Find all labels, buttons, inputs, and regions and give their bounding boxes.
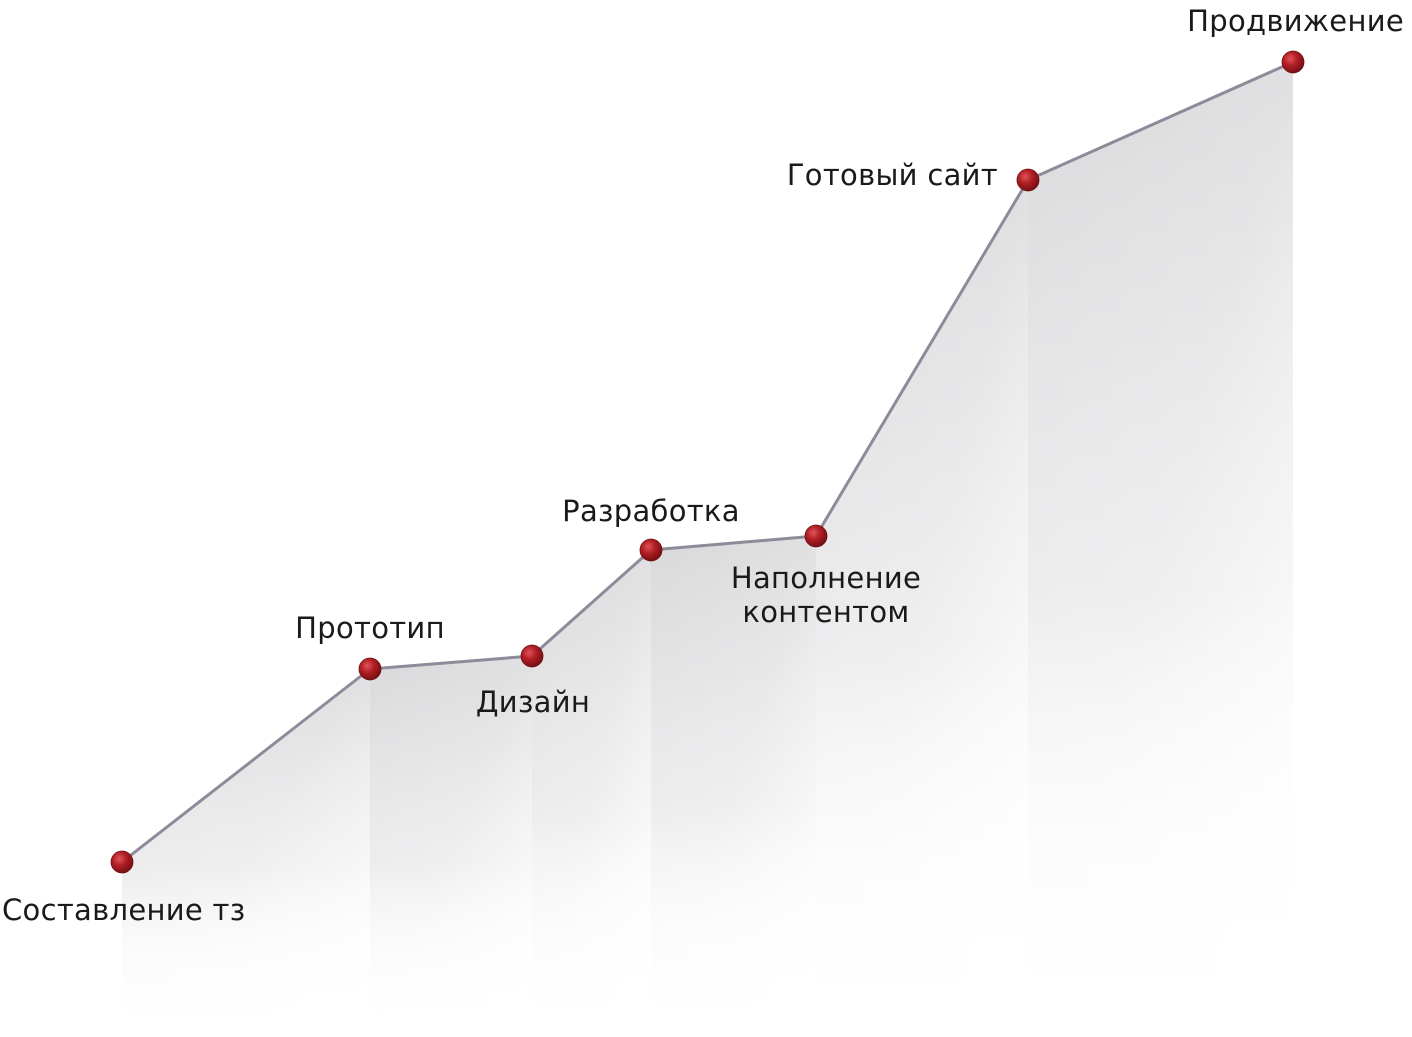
stage-dot-design: [520, 644, 544, 668]
column-panel-fade: [370, 656, 532, 1033]
column-panel-fade: [122, 669, 370, 1033]
stage-label-prototype: Прототип: [295, 611, 445, 645]
stage-dot-content: [804, 524, 828, 548]
stage-label-spec: Составление тз: [2, 893, 246, 927]
stage-label-design: Дизайн: [475, 685, 591, 719]
stage-dots: [110, 50, 1305, 874]
stage-label-site: Готовый сайт: [786, 158, 998, 192]
column-panel-fade: [1028, 62, 1293, 1033]
stage-dot-promotion: [1281, 50, 1305, 74]
stage-dot-prototype: [358, 657, 382, 681]
column-panel-fade: [532, 550, 651, 1033]
column-panel-fade: [651, 536, 816, 1033]
column-panels: [122, 62, 1293, 1033]
stage-label-promotion: Продвижение: [1187, 4, 1404, 38]
stage-dot-development: [639, 538, 663, 562]
column-panel-fade: [816, 180, 1028, 1033]
stage-dot-spec: [110, 850, 134, 874]
stage-label-content: Наполнение контентом: [730, 561, 922, 630]
stage-dot-site: [1016, 168, 1040, 192]
stage-label-development: Разработка: [562, 494, 740, 528]
